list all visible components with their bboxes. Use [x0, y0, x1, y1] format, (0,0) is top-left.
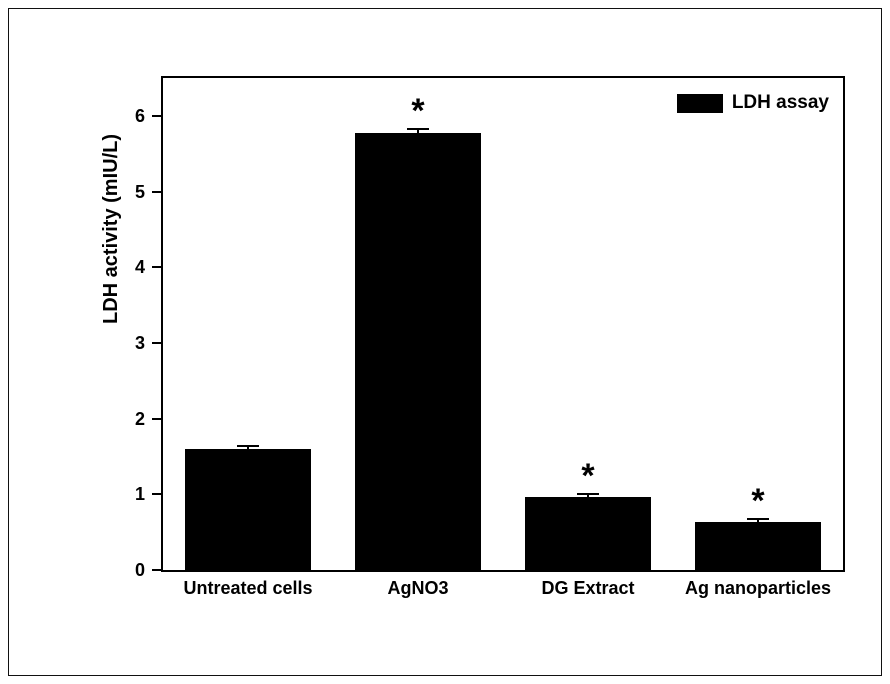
plot-area: * * * LDH assay 0 1 2 3 4 5 6: [135, 76, 845, 579]
bars-layer: * * *: [163, 78, 843, 570]
significance-asterisk: *: [581, 457, 595, 496]
error-bar-line: [757, 518, 759, 522]
x-category-label: Untreated cells: [183, 578, 313, 598]
y-tick-mark: [152, 266, 161, 269]
x-category-label: AgNO3: [387, 578, 449, 598]
error-bar-line: [417, 129, 419, 133]
y-tick-label: 0: [134, 560, 145, 580]
bar: [525, 497, 651, 570]
bar-slot: [163, 78, 333, 570]
y-tick-label: 6: [134, 105, 145, 126]
bar: [185, 448, 311, 570]
significance-asterisk: *: [751, 481, 765, 520]
legend-swatch: [676, 93, 723, 113]
error-bar-cap: [407, 128, 429, 131]
y-tick-mark: [152, 417, 161, 420]
error-bar-cap: [237, 444, 259, 447]
y-tick-mark: [152, 190, 161, 193]
bar: [695, 521, 821, 570]
y-tick-mark: [152, 493, 161, 496]
error-bar-cap: [577, 493, 599, 496]
y-tick-label: 5: [134, 181, 145, 202]
x-axis-labels: Untreated cells AgNO3 DG Extract Ag nanopar…: [163, 578, 843, 599]
x-category-label: Ag nanoparticles: [684, 578, 832, 598]
y-tick-mark: [152, 114, 161, 117]
y-tick-mark: [152, 341, 161, 344]
significance-asterisk: *: [411, 92, 425, 131]
y-tick-label: 4: [134, 257, 145, 278]
bar: [355, 132, 481, 570]
y-tick-label: 1: [134, 484, 145, 505]
x-category-label: DG Extract: [541, 578, 635, 598]
error-bar-line: [587, 494, 589, 498]
error-bar-cap: [747, 517, 769, 520]
legend: LDH assay: [676, 92, 829, 114]
bar-slot: *: [673, 78, 843, 570]
error-bar-line: [247, 445, 249, 449]
y-tick-mark: [152, 569, 161, 571]
y-tick-label: 3: [134, 332, 145, 353]
bar-slot: *: [503, 78, 673, 570]
bar-slot: *: [333, 78, 503, 570]
y-tick-label: 2: [134, 408, 145, 429]
legend-label: LDH assay: [731, 92, 829, 113]
